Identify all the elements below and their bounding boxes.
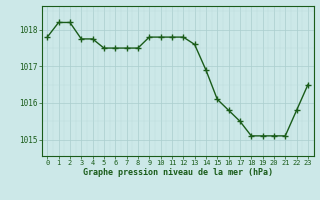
X-axis label: Graphe pression niveau de la mer (hPa): Graphe pression niveau de la mer (hPa) <box>83 168 273 177</box>
